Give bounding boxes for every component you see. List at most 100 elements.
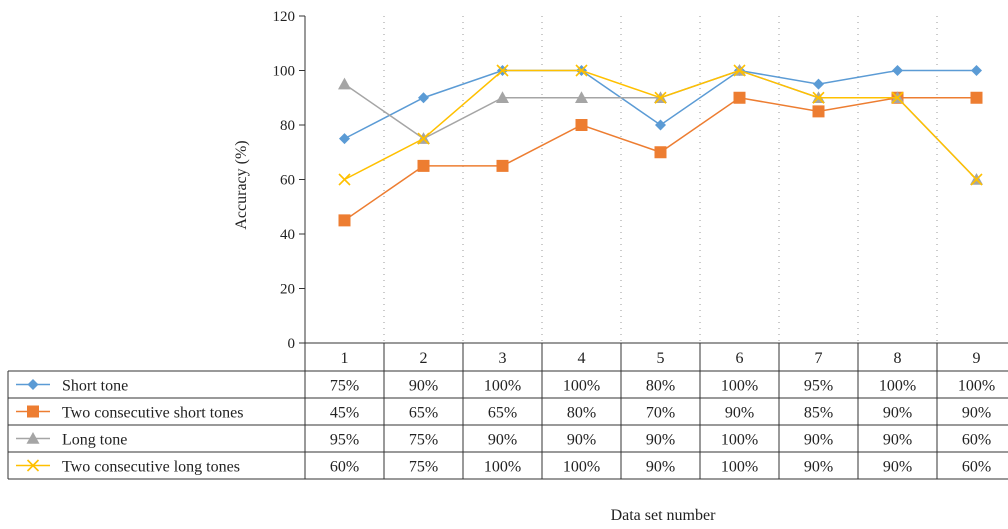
- data-label: 90%: [883, 432, 912, 449]
- series-4: [338, 64, 983, 186]
- y-axis-label: Accuracy (%): [233, 140, 250, 229]
- legend-key-marker: [27, 379, 39, 390]
- data-label: 90%: [962, 405, 991, 422]
- data-label: 100%: [563, 378, 600, 395]
- x-tick-label: 1: [341, 350, 349, 367]
- y-tick-label: 60: [280, 173, 295, 189]
- data-label: 80%: [646, 378, 675, 395]
- marker-stroke: [970, 173, 983, 186]
- data-point: [338, 77, 351, 90]
- y-tick-label: 20: [280, 282, 295, 298]
- data-point: [417, 132, 430, 145]
- y-tick-label: 0: [288, 336, 296, 352]
- x-tick-label: 4: [578, 350, 586, 367]
- marker-stroke: [654, 91, 667, 104]
- data-label: 100%: [958, 378, 995, 395]
- data-label: 90%: [488, 432, 517, 449]
- x-tick-label: 7: [815, 350, 823, 367]
- data-label: 90%: [409, 378, 438, 395]
- series-layer: [338, 64, 983, 227]
- data-label: 90%: [883, 405, 912, 422]
- data-point: [812, 105, 825, 118]
- marker-stroke: [496, 64, 509, 77]
- data-label: 60%: [962, 459, 991, 476]
- data-point: [892, 65, 903, 76]
- legend-key-marker: [26, 432, 40, 444]
- series-line: [344, 96, 977, 221]
- data-label: 70%: [646, 405, 675, 422]
- data-label: 90%: [646, 432, 675, 449]
- marker-stroke: [812, 91, 825, 104]
- data-point: [575, 64, 588, 77]
- marker-stroke: [417, 132, 430, 145]
- data-point: [970, 173, 983, 186]
- data-label: 100%: [484, 378, 521, 395]
- data-label: 95%: [804, 378, 833, 395]
- data-label: 80%: [567, 405, 596, 422]
- data-point: [575, 91, 588, 103]
- data-label: 100%: [563, 459, 600, 476]
- data-label: 85%: [804, 405, 833, 422]
- marker-stroke: [891, 91, 904, 104]
- data-label: 65%: [409, 405, 438, 422]
- data-point: [813, 78, 824, 90]
- data-label: 100%: [721, 432, 758, 449]
- gridlines: [383, 16, 938, 343]
- marker-stroke: [575, 64, 588, 77]
- legend-key-marker: [26, 459, 40, 472]
- data-point: [733, 64, 746, 77]
- y-tick-label: 120: [273, 9, 296, 25]
- data-label: 75%: [409, 459, 438, 476]
- legend-entry: Short tone: [62, 378, 128, 395]
- marker-stroke: [26, 459, 40, 472]
- data-point: [970, 91, 983, 104]
- data-point: [971, 65, 982, 76]
- data-label: 60%: [962, 432, 991, 449]
- x-tick-label: 6: [736, 350, 744, 367]
- data-label: 60%: [330, 459, 359, 476]
- y-tick-label: 40: [280, 227, 295, 243]
- data-point: [496, 64, 509, 77]
- data-label: 75%: [330, 378, 359, 395]
- data-point: [655, 119, 666, 131]
- data-label: 45%: [330, 405, 359, 422]
- data-point: [654, 91, 667, 104]
- data-label: 100%: [721, 459, 758, 476]
- x-tick-label: 5: [657, 350, 665, 367]
- data-point: [654, 146, 667, 159]
- marker-stroke: [733, 64, 746, 77]
- data-label: 65%: [488, 405, 517, 422]
- data-table: 1 2 3 4 5 6 7 8 9 Short tone 75% 90% 100% 100% 80% 100%…: [7, 342, 1008, 480]
- data-point: [496, 91, 509, 103]
- data-point: [418, 92, 429, 104]
- data-label: 90%: [804, 432, 833, 449]
- x-tick-label: 8: [894, 350, 902, 367]
- axes: 0 20 40 60 80 100 120: [273, 9, 306, 352]
- data-label: 100%: [879, 378, 916, 395]
- data-label: 95%: [330, 432, 359, 449]
- data-point: [496, 159, 509, 172]
- table-row: Two consecutive long tones 60% 75% 100% 100%…: [16, 459, 991, 476]
- table-row: Two consecutive short tones 45% 65% 65% 80% 7…: [16, 405, 991, 422]
- data-point: [891, 91, 904, 104]
- y-tick-label: 80: [280, 118, 295, 134]
- data-label: 100%: [721, 378, 758, 395]
- data-point: [338, 173, 351, 186]
- legend-key-marker: [27, 405, 39, 418]
- x-axis-label: Data set number: [611, 507, 717, 524]
- x-tick-label: 9: [973, 350, 981, 367]
- data-point: [417, 159, 430, 172]
- data-point: [733, 91, 746, 104]
- data-label: 90%: [725, 405, 754, 422]
- data-point: [575, 119, 588, 131]
- data-point: [812, 91, 825, 104]
- data-point: [338, 214, 351, 227]
- data-label: 100%: [484, 459, 521, 476]
- x-tick-label: 3: [499, 350, 507, 367]
- data-point: [339, 133, 350, 145]
- y-tick-label: 100: [273, 64, 296, 80]
- legend-entry: Two consecutive long tones: [62, 459, 240, 476]
- legend-entry: Long tone: [62, 432, 127, 449]
- series-2: [338, 91, 983, 227]
